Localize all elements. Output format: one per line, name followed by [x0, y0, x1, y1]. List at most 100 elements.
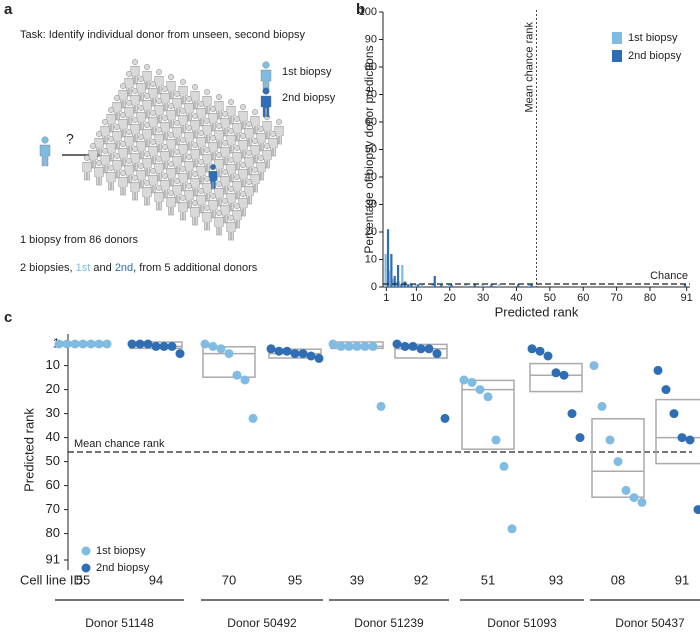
donor-label: Donor 50437: [615, 616, 685, 630]
dot: [127, 339, 137, 349]
dot: [416, 344, 426, 354]
dot: [499, 461, 509, 471]
person-head: [197, 158, 205, 166]
person-head: [251, 166, 259, 174]
person-head: [203, 175, 211, 183]
id-row-label: Cell line ID: [20, 572, 83, 587]
note-part: and: [90, 262, 114, 274]
person-head: [203, 88, 211, 96]
bar: [683, 284, 687, 287]
person-head: [149, 167, 157, 175]
person-head: [167, 189, 175, 197]
person-body: [190, 207, 200, 226]
person-head: [227, 98, 235, 106]
dot: [240, 375, 250, 385]
donor-label: Donor 51093: [487, 616, 557, 630]
person-head: [185, 182, 193, 190]
person-head: [185, 153, 193, 161]
y-tick-label: 70: [365, 88, 377, 100]
person-head: [119, 82, 127, 90]
dot: [70, 339, 80, 349]
y-tick-label: 70: [46, 501, 60, 516]
dot: [94, 339, 104, 349]
person-head: [215, 93, 223, 101]
box: [202, 346, 256, 378]
dot: [677, 433, 687, 443]
person-head: [179, 136, 187, 144]
person-head: [161, 114, 169, 122]
person-head: [239, 103, 247, 111]
bar: [450, 284, 453, 287]
bar: [393, 276, 396, 287]
person-head: [149, 80, 157, 88]
person-body: [82, 162, 92, 181]
person-head: [137, 75, 145, 83]
bar: [431, 284, 434, 287]
note: 1 biopsy from 86 donors: [20, 234, 139, 246]
bar: [401, 265, 404, 287]
person-head: [233, 144, 241, 152]
dot: [475, 385, 485, 395]
person-head: [95, 130, 103, 138]
dot: [693, 505, 700, 515]
dot: [336, 341, 346, 351]
person-head: [257, 154, 265, 162]
person-head: [221, 197, 229, 205]
dot: [298, 349, 308, 359]
annotation: Mean chance rank: [74, 438, 165, 450]
person-body: [260, 95, 272, 118]
box: [655, 398, 700, 465]
x-tick-label: 40: [510, 292, 522, 304]
person-head: [155, 68, 163, 76]
note-part: 2 biopsies,: [20, 262, 76, 274]
person-head: [119, 111, 127, 119]
person-head: [125, 157, 133, 165]
y-tick-label: 20: [46, 381, 60, 396]
person-head: [221, 139, 229, 147]
cell-line-id: 94: [149, 572, 163, 587]
bar: [384, 254, 387, 287]
y-tick-label: 50: [46, 453, 60, 468]
legend-marker: [81, 563, 91, 573]
person-head: [245, 149, 253, 157]
legend-label: 2nd biopsy: [628, 50, 682, 62]
dot: [266, 344, 276, 354]
person-head: [137, 162, 145, 170]
person-head: [131, 58, 139, 66]
bar: [473, 284, 476, 287]
cell-line-id: 08: [611, 572, 625, 587]
person-head: [245, 178, 253, 186]
person-body: [142, 187, 152, 206]
dot: [507, 524, 517, 534]
person-head: [233, 115, 241, 123]
person-body: [130, 182, 140, 201]
dot: [483, 392, 493, 402]
donor-label: Donor 51148: [85, 616, 154, 630]
person-head: [221, 168, 229, 176]
dot: [159, 341, 169, 351]
person-head: [155, 97, 163, 105]
person-body: [178, 202, 188, 221]
person-head: [143, 179, 151, 187]
person-head: [143, 63, 151, 71]
bar: [410, 284, 413, 287]
bar: [481, 284, 484, 287]
dot: [135, 339, 145, 349]
person-head: [143, 121, 151, 129]
y-tick-label: 10: [46, 357, 60, 372]
dot: [208, 341, 218, 351]
dot: [360, 341, 370, 351]
dot: [232, 370, 242, 380]
y-tick-label: 30: [365, 198, 377, 210]
person-head: [125, 70, 133, 78]
x-tick-label: 60: [577, 292, 589, 304]
dot: [551, 368, 561, 378]
dot: [151, 341, 161, 351]
panel-label: a: [4, 1, 13, 18]
dot: [605, 435, 615, 445]
dot: [432, 349, 442, 359]
y-tick-label: 30: [46, 405, 60, 420]
note-part: 1st: [76, 262, 91, 274]
person-head: [185, 95, 193, 103]
y-tick-label: 60: [365, 116, 377, 128]
